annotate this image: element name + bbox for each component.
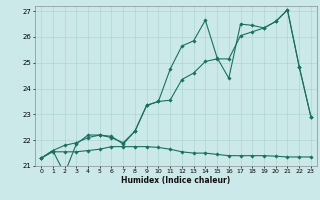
X-axis label: Humidex (Indice chaleur): Humidex (Indice chaleur)	[121, 176, 231, 185]
